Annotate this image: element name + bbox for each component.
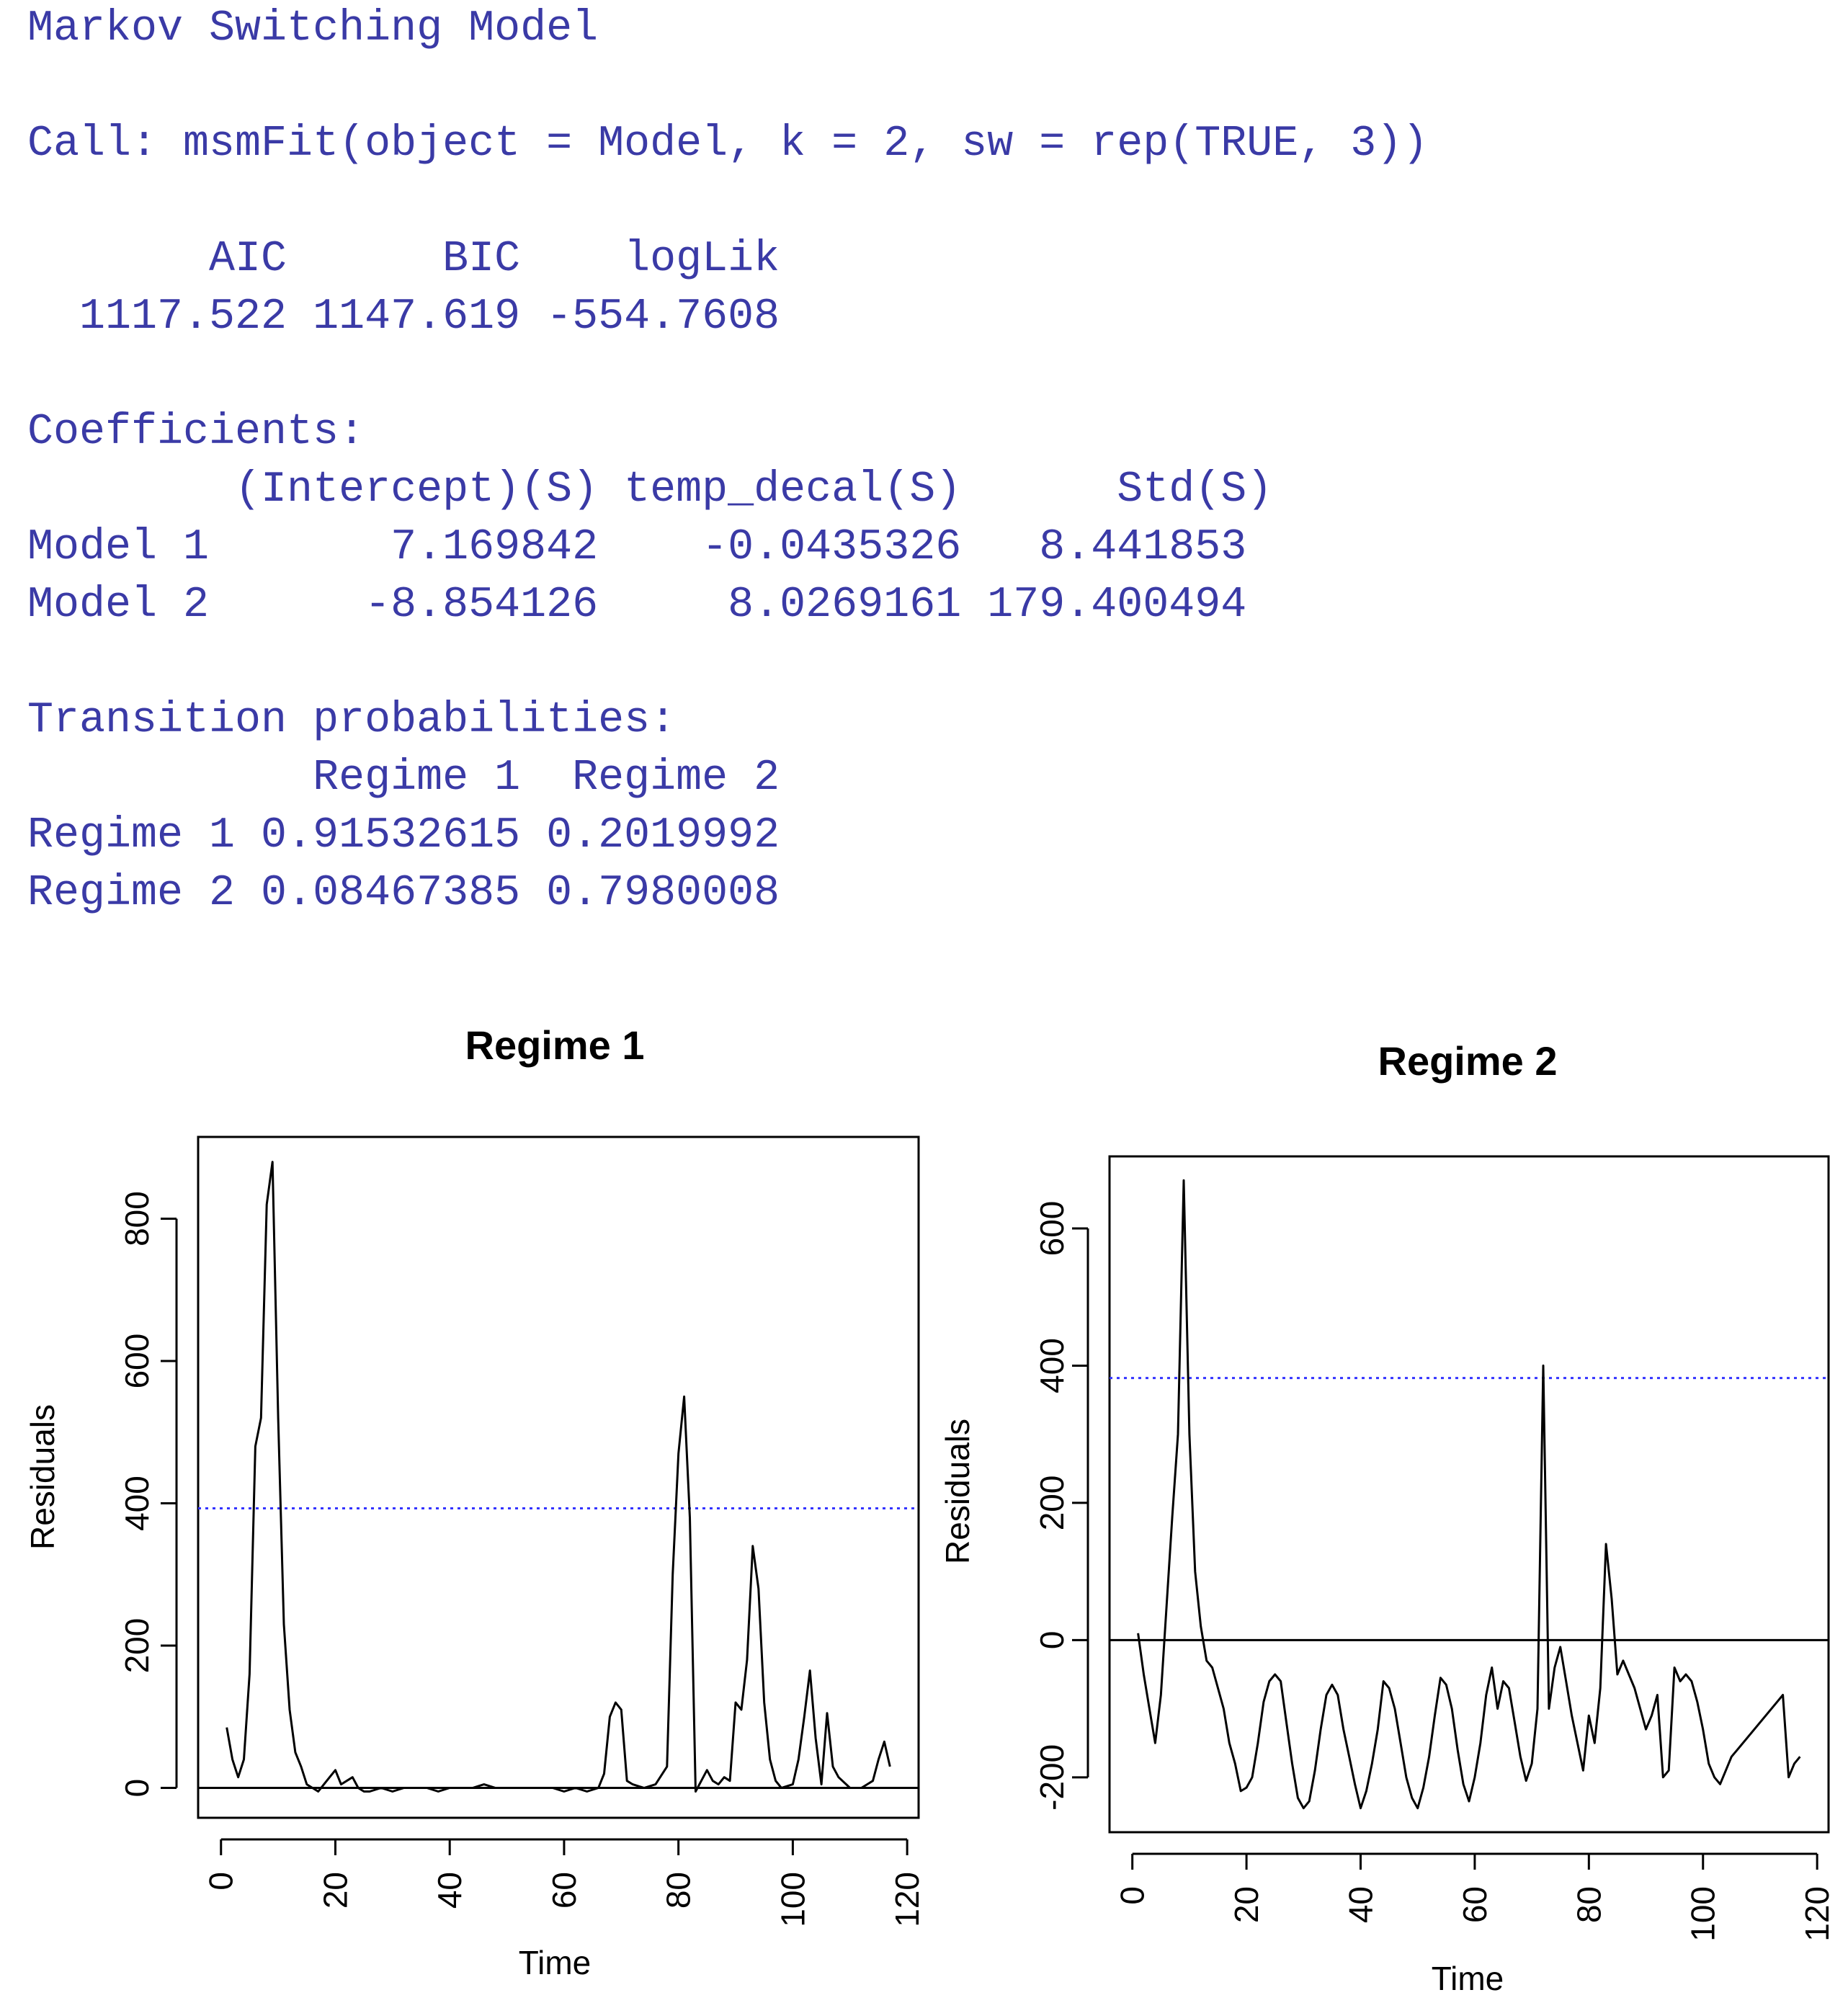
y-tick-label: 0 <box>118 1779 156 1798</box>
console-output: Markov Switching Model Call: msmFit(objec… <box>27 0 1829 922</box>
console-line: Regime 2 0.08467385 0.7980008 <box>27 869 780 918</box>
console-line: Markov Switching Model <box>27 4 599 53</box>
console-line: Model 1 7.169842 -0.0435326 8.441853 <box>27 523 1247 572</box>
console-line: 1117.522 1147.619 -554.7608 <box>27 293 780 342</box>
console-line: (Intercept)(S) temp_decal(S) Std(S) <box>27 465 1273 514</box>
x-tick-label: 80 <box>660 1872 697 1909</box>
x-axis-label: Time <box>519 1944 592 1981</box>
console-line: Coefficients: <box>27 408 365 457</box>
chart-title: Regime 1 <box>465 1022 645 1068</box>
console-line: Regime 1 0.91532615 0.2019992 <box>27 811 780 860</box>
y-axis-label: Residuals <box>24 1404 61 1550</box>
console-line: Transition probabilities: <box>27 696 677 745</box>
x-tick-label: 60 <box>545 1872 583 1909</box>
y-tick-label: 400 <box>118 1476 156 1531</box>
x-tick-label: 120 <box>888 1872 926 1927</box>
x-tick-label: 100 <box>774 1872 811 1927</box>
residuals-series-line <box>226 1161 891 1793</box>
y-tick-label: 600 <box>118 1334 156 1389</box>
x-tick-label: 0 <box>202 1872 240 1891</box>
x-tick-label: 40 <box>431 1872 468 1909</box>
y-tick-label: 200 <box>118 1618 156 1674</box>
x-tick-label: 20 <box>316 1872 354 1909</box>
console-line: AIC BIC logLik <box>27 235 780 284</box>
console-line: Call: msmFit(object = Model, k = 2, sw =… <box>27 120 1429 169</box>
plot-frame <box>197 1135 920 1819</box>
y-tick-label: 800 <box>118 1191 156 1246</box>
console-line: Model 2 -8.854126 8.0269161 179.400494 <box>27 581 1247 630</box>
console-line: Regime 1 Regime 2 <box>27 754 780 803</box>
